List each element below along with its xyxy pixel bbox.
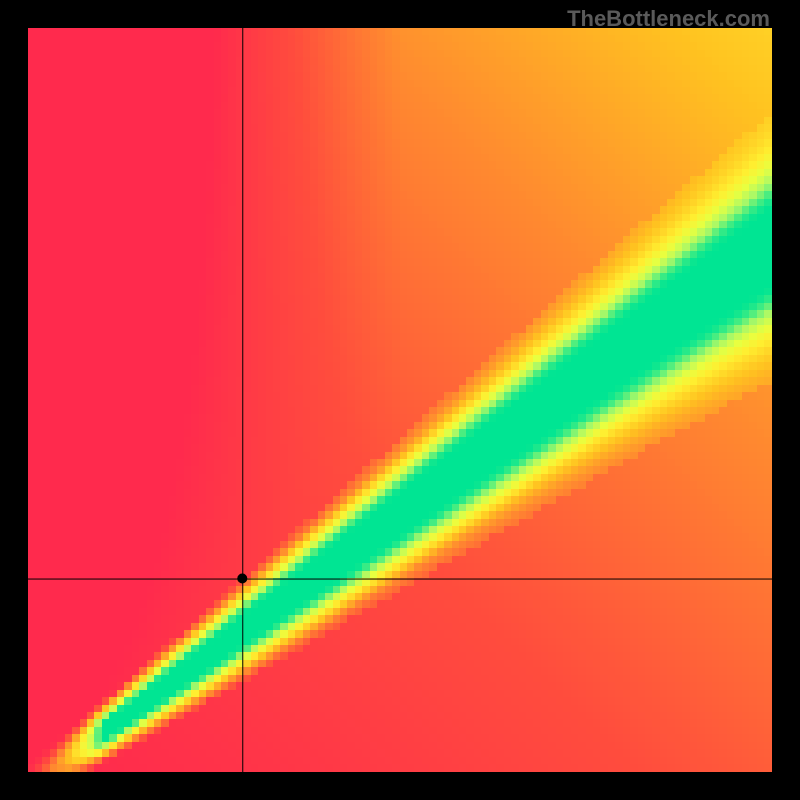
plot-area: [28, 28, 772, 772]
chart-container: TheBottleneck.com: [0, 0, 800, 800]
heatmap-canvas: [28, 28, 772, 772]
watermark-label: TheBottleneck.com: [567, 6, 770, 32]
